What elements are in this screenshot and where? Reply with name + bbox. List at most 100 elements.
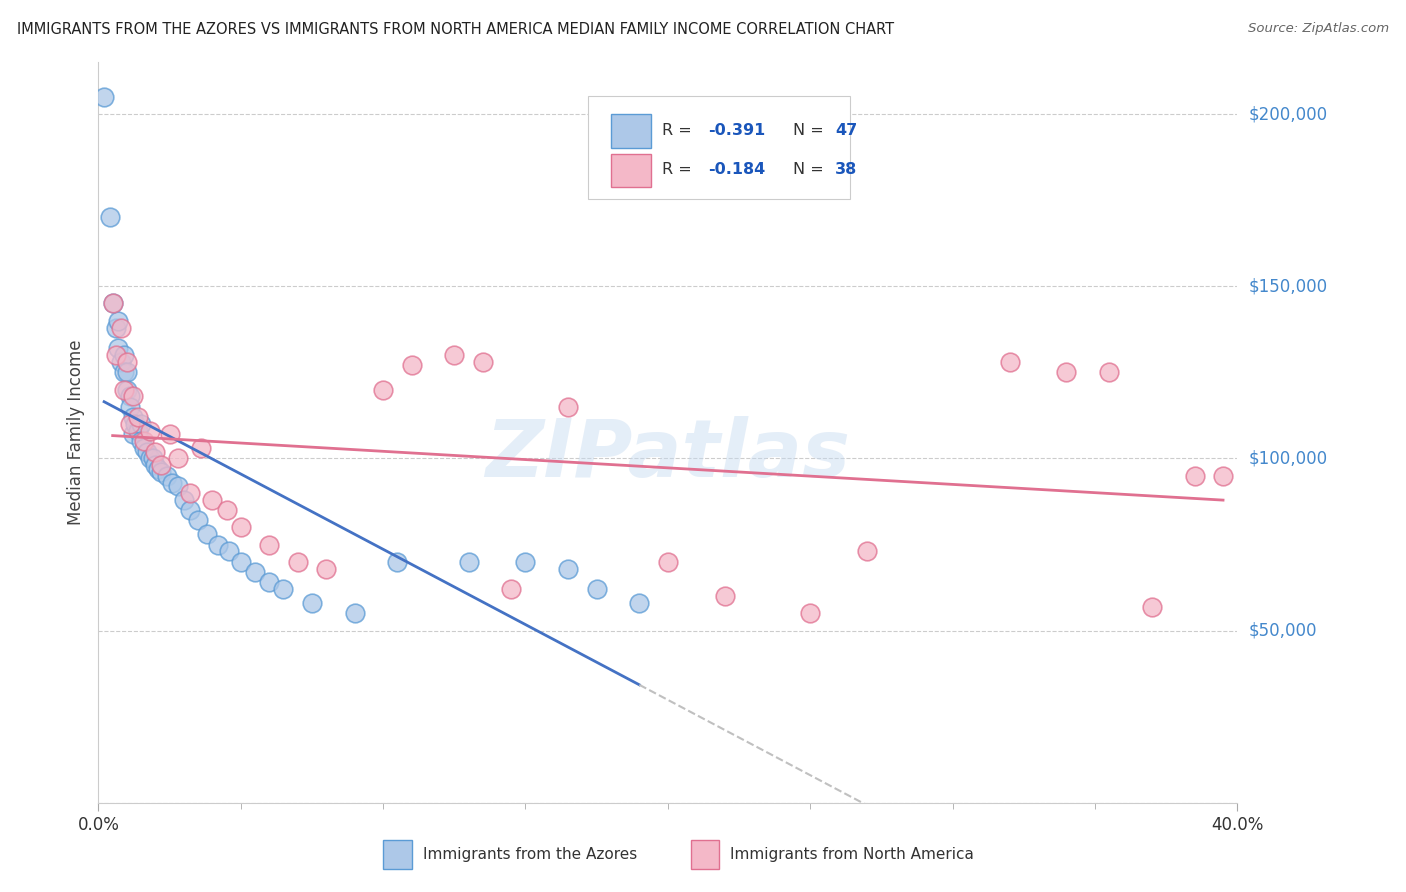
Point: [856, 544, 879, 558]
Text: 47: 47: [835, 123, 858, 138]
Point: [585, 582, 607, 597]
Text: Immigrants from the Azores: Immigrants from the Azores: [423, 847, 637, 863]
FancyBboxPatch shape: [690, 840, 718, 870]
Point: [121, 389, 143, 403]
Point: [387, 555, 409, 569]
Point: [457, 555, 479, 569]
Point: [112, 348, 135, 362]
Text: $50,000: $50,000: [1249, 622, 1317, 640]
Point: [135, 444, 157, 458]
Point: [243, 565, 266, 579]
Point: [557, 561, 579, 575]
Text: Source: ZipAtlas.com: Source: ZipAtlas.com: [1249, 22, 1389, 36]
Point: [145, 444, 167, 458]
Point: [1140, 599, 1163, 614]
Point: [343, 607, 366, 621]
Point: [148, 462, 170, 476]
Point: [195, 527, 218, 541]
Point: [373, 383, 395, 397]
Point: [138, 424, 160, 438]
Point: [121, 427, 143, 442]
Point: [112, 383, 135, 397]
Point: [173, 492, 195, 507]
Point: [107, 341, 129, 355]
Text: IMMIGRANTS FROM THE AZORES VS IMMIGRANTS FROM NORTH AMERICA MEDIAN FAMILY INCOME: IMMIGRANTS FROM THE AZORES VS IMMIGRANTS…: [17, 22, 894, 37]
Text: N =: N =: [793, 123, 830, 138]
Point: [287, 555, 309, 569]
Point: [101, 296, 124, 310]
Text: ZIPatlas: ZIPatlas: [485, 416, 851, 494]
Text: Immigrants from North America: Immigrants from North America: [731, 847, 974, 863]
FancyBboxPatch shape: [382, 840, 412, 870]
Point: [115, 383, 138, 397]
Point: [129, 417, 152, 431]
Y-axis label: Median Family Income: Median Family Income: [67, 340, 86, 525]
Point: [998, 355, 1021, 369]
Point: [1212, 468, 1234, 483]
Text: N =: N =: [793, 162, 830, 178]
Point: [110, 320, 132, 334]
Point: [127, 410, 149, 425]
Point: [443, 348, 465, 362]
Point: [259, 575, 281, 590]
Point: [229, 555, 252, 569]
Point: [1056, 365, 1078, 379]
Point: [167, 451, 190, 466]
Point: [1098, 365, 1121, 379]
Point: [129, 434, 152, 449]
Point: [167, 479, 190, 493]
Point: [315, 561, 337, 575]
Point: [132, 434, 155, 449]
Point: [179, 503, 201, 517]
Text: $100,000: $100,000: [1249, 450, 1327, 467]
Point: [115, 355, 138, 369]
Point: [107, 314, 129, 328]
Point: [215, 503, 238, 517]
Point: [118, 389, 141, 403]
Point: [273, 582, 295, 597]
Point: [657, 555, 679, 569]
Point: [301, 596, 323, 610]
FancyBboxPatch shape: [588, 95, 851, 200]
Point: [799, 607, 821, 621]
Point: [150, 458, 173, 473]
Point: [218, 544, 240, 558]
Point: [118, 417, 141, 431]
Text: -0.184: -0.184: [707, 162, 765, 178]
Text: R =: R =: [662, 162, 697, 178]
Point: [141, 451, 163, 466]
Point: [138, 451, 160, 466]
Point: [515, 555, 537, 569]
Text: $150,000: $150,000: [1249, 277, 1327, 295]
Point: [201, 492, 224, 507]
Point: [401, 359, 423, 373]
Point: [127, 424, 149, 438]
Point: [162, 475, 184, 490]
Point: [104, 348, 127, 362]
Point: [98, 211, 121, 225]
Point: [471, 355, 494, 369]
Point: [93, 90, 115, 104]
Text: 38: 38: [835, 162, 858, 178]
Point: [259, 537, 281, 551]
Point: [1184, 468, 1206, 483]
Point: [124, 417, 146, 431]
Point: [501, 582, 523, 597]
Point: [179, 486, 201, 500]
Point: [187, 513, 209, 527]
Point: [628, 596, 651, 610]
Text: -0.391: -0.391: [707, 123, 765, 138]
Point: [229, 520, 252, 534]
Point: [118, 400, 141, 414]
Point: [557, 400, 579, 414]
Point: [104, 320, 127, 334]
Point: [132, 441, 155, 455]
Point: [156, 468, 179, 483]
Point: [190, 441, 212, 455]
Point: [714, 589, 737, 603]
Point: [101, 296, 124, 310]
Text: R =: R =: [662, 123, 697, 138]
FancyBboxPatch shape: [612, 114, 651, 147]
Point: [110, 355, 132, 369]
Point: [121, 410, 143, 425]
